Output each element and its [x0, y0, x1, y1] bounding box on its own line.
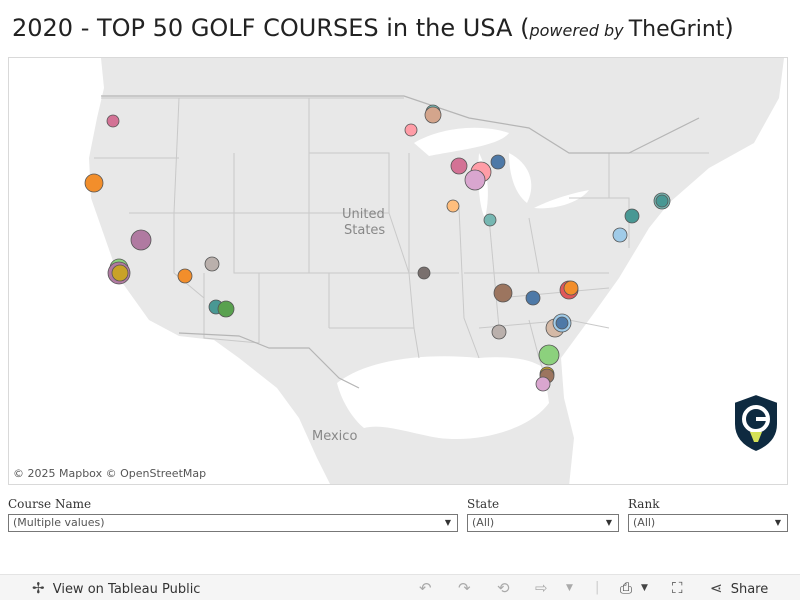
course-marker[interactable]	[563, 280, 579, 296]
course-marker[interactable]	[106, 114, 120, 128]
label-states: States	[344, 223, 385, 238]
dropdown-value: (All)	[633, 516, 656, 529]
lake-erie	[534, 190, 589, 209]
powered-by-text: powered by	[529, 21, 629, 40]
page-title: 2020 - TOP 50 GOLF COURSES in the USA (p…	[12, 14, 734, 42]
course-marker[interactable]	[483, 213, 497, 227]
course-marker[interactable]	[535, 376, 551, 392]
course-markers	[84, 104, 671, 392]
course-marker[interactable]	[204, 256, 220, 272]
course-marker[interactable]	[538, 344, 560, 366]
dropdown-value: (Multiple values)	[13, 516, 105, 529]
course-marker[interactable]	[404, 123, 418, 137]
label-mexico: Mexico	[312, 429, 357, 444]
undo-icon[interactable]: ↶	[419, 579, 432, 597]
course-name-dropdown[interactable]: (Multiple values) ▼	[8, 514, 458, 532]
revert-icon[interactable]: ⟲	[497, 579, 510, 597]
course-marker[interactable]	[130, 229, 152, 251]
refresh-dropdown-icon[interactable]: ▼	[566, 583, 573, 593]
lake-huron	[509, 153, 532, 203]
map-view[interactable]: United States Mexico	[8, 57, 788, 485]
fullscreen-icon[interactable]: ⛶	[672, 579, 683, 597]
share-icon: ⋖	[710, 579, 723, 597]
share-button[interactable]: ⋖ Share	[710, 579, 768, 597]
course-marker[interactable]	[177, 268, 193, 284]
map-canvas: United States Mexico	[9, 58, 787, 484]
toolbar-divider: |	[595, 580, 600, 595]
mexico-border	[178, 332, 360, 389]
course-marker[interactable]	[111, 264, 129, 282]
canada-border	[101, 95, 700, 154]
course-marker[interactable]	[417, 266, 431, 280]
redo-icon[interactable]: ↷	[458, 579, 471, 597]
view-on-tableau-label: View on Tableau Public	[52, 582, 201, 597]
course-marker[interactable]	[655, 194, 669, 208]
filter-label: Rank	[628, 497, 660, 511]
course-marker[interactable]	[217, 300, 235, 318]
course-marker[interactable]	[490, 154, 506, 170]
course-marker[interactable]	[446, 199, 460, 213]
filter-state: State (All) ▼	[467, 496, 619, 532]
label-united: United	[342, 207, 385, 222]
course-marker[interactable]	[624, 208, 640, 224]
gulf-of-mexico	[337, 356, 549, 440]
tableau-toolbar: ✢ View on Tableau Public ↶ ↷ ⟲ ⇨ ▼ | ⎙ ▼…	[0, 574, 800, 600]
thegrint-logo	[731, 392, 781, 454]
brand-name: TheGrint	[628, 17, 725, 42]
pacific-ocean	[9, 58, 330, 484]
filter-label: State	[467, 497, 500, 511]
state-dropdown[interactable]: (All) ▼	[467, 514, 619, 532]
tableau-logo-icon: ✢	[32, 579, 45, 597]
course-marker[interactable]	[450, 157, 468, 175]
course-marker[interactable]	[525, 290, 541, 306]
title-main: 2020 - TOP 50 GOLF COURSES in the USA	[12, 14, 513, 42]
filter-label: Course Name	[8, 497, 92, 511]
dropdown-arrow-icon: ▼	[605, 518, 612, 527]
dropdown-arrow-icon: ▼	[774, 518, 781, 527]
filter-course-name: Course Name (Multiple values) ▼	[8, 496, 458, 532]
rank-dropdown[interactable]: (All) ▼	[628, 514, 788, 532]
course-marker[interactable]	[491, 324, 507, 340]
dropdown-arrow-icon: ▼	[444, 518, 451, 527]
state-borders	[94, 97, 709, 389]
course-marker[interactable]	[424, 106, 442, 124]
share-label: Share	[730, 582, 769, 597]
map-attribution[interactable]: © 2025 Mapbox © OpenStreetMap	[13, 467, 207, 480]
lake-superior	[414, 127, 509, 156]
dropdown-value: (All)	[472, 516, 495, 529]
course-marker[interactable]	[464, 169, 486, 191]
refresh-icon[interactable]: ⇨	[535, 579, 548, 597]
course-marker[interactable]	[555, 316, 569, 330]
course-marker[interactable]	[493, 283, 513, 303]
download-dropdown-icon[interactable]: ▼	[641, 583, 648, 593]
atlantic-ocean	[561, 58, 787, 484]
course-marker[interactable]	[612, 227, 628, 243]
download-icon[interactable]: ⎙	[620, 579, 633, 597]
view-on-tableau-button[interactable]: ✢ View on Tableau Public	[32, 579, 200, 597]
filter-rank: Rank (All) ▼	[628, 496, 788, 532]
course-marker[interactable]	[84, 173, 104, 193]
